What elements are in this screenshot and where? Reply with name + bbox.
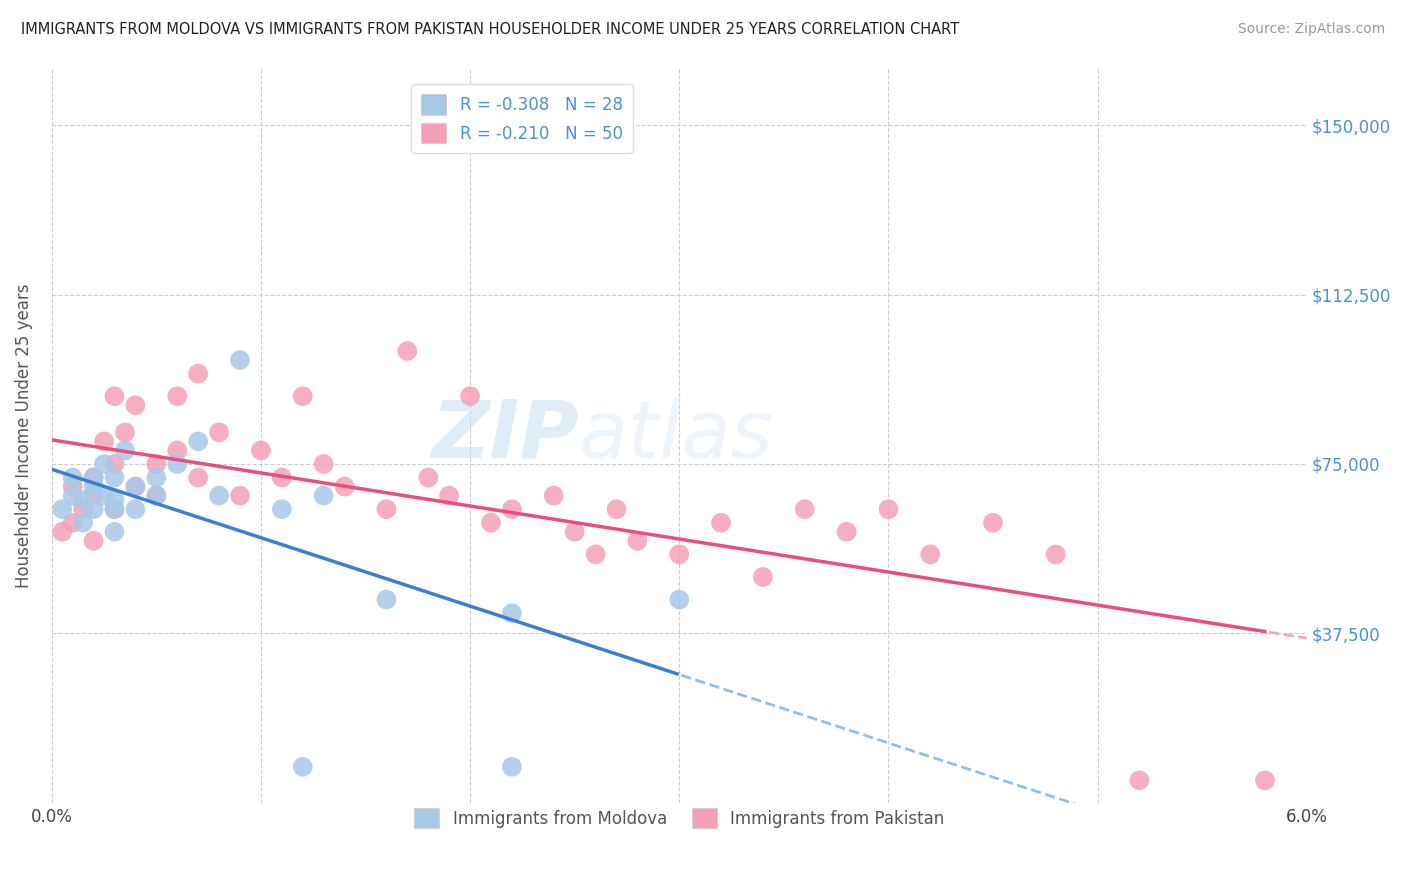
Point	[585, 548, 607, 562]
Point	[396, 343, 419, 358]
Point	[166, 443, 188, 458]
Point	[333, 479, 356, 493]
Point	[208, 489, 231, 503]
Point	[1045, 548, 1067, 562]
Point	[83, 489, 105, 503]
Point	[114, 425, 136, 440]
Point	[72, 516, 94, 530]
Point	[668, 592, 690, 607]
Point	[103, 524, 125, 539]
Point	[501, 606, 523, 620]
Point	[668, 548, 690, 562]
Point	[83, 470, 105, 484]
Point	[375, 592, 398, 607]
Point	[250, 443, 273, 458]
Point	[291, 760, 314, 774]
Point	[124, 479, 146, 493]
Point	[375, 502, 398, 516]
Text: ZIP: ZIP	[432, 397, 579, 475]
Point	[418, 470, 440, 484]
Point	[72, 502, 94, 516]
Point	[501, 760, 523, 774]
Point	[166, 389, 188, 403]
Point	[229, 353, 252, 368]
Point	[187, 367, 209, 381]
Point	[145, 457, 167, 471]
Point	[291, 389, 314, 403]
Point	[270, 502, 292, 516]
Point	[187, 470, 209, 484]
Point	[51, 502, 73, 516]
Point	[501, 502, 523, 516]
Point	[1128, 773, 1150, 788]
Point	[437, 489, 460, 503]
Point	[626, 533, 648, 548]
Point	[312, 457, 335, 471]
Point	[83, 470, 105, 484]
Point	[103, 502, 125, 516]
Point	[920, 548, 942, 562]
Point	[145, 489, 167, 503]
Point	[62, 489, 84, 503]
Point	[605, 502, 627, 516]
Point	[543, 489, 565, 503]
Point	[981, 516, 1004, 530]
Point	[877, 502, 900, 516]
Point	[564, 524, 586, 539]
Point	[458, 389, 481, 403]
Point	[124, 479, 146, 493]
Text: IMMIGRANTS FROM MOLDOVA VS IMMIGRANTS FROM PAKISTAN HOUSEHOLDER INCOME UNDER 25 : IMMIGRANTS FROM MOLDOVA VS IMMIGRANTS FR…	[21, 22, 959, 37]
Point	[103, 493, 125, 508]
Point	[145, 470, 167, 484]
Point	[479, 516, 502, 530]
Point	[208, 425, 231, 440]
Point	[93, 457, 115, 471]
Point	[103, 457, 125, 471]
Text: Source: ZipAtlas.com: Source: ZipAtlas.com	[1237, 22, 1385, 37]
Text: atlas: atlas	[579, 397, 773, 475]
Point	[62, 470, 84, 484]
Point	[83, 533, 105, 548]
Point	[752, 570, 775, 584]
Point	[312, 489, 335, 503]
Point	[124, 502, 146, 516]
Point	[83, 479, 105, 493]
Point	[793, 502, 815, 516]
Point	[72, 493, 94, 508]
Point	[103, 470, 125, 484]
Point	[124, 398, 146, 412]
Point	[114, 443, 136, 458]
Point	[187, 434, 209, 449]
Point	[145, 489, 167, 503]
Point	[103, 502, 125, 516]
Point	[166, 457, 188, 471]
Point	[62, 516, 84, 530]
Point	[93, 434, 115, 449]
Point	[1254, 773, 1277, 788]
Point	[229, 489, 252, 503]
Y-axis label: Householder Income Under 25 years: Householder Income Under 25 years	[15, 284, 32, 588]
Point	[93, 489, 115, 503]
Point	[83, 502, 105, 516]
Point	[710, 516, 733, 530]
Point	[835, 524, 858, 539]
Point	[62, 479, 84, 493]
Legend: Immigrants from Moldova, Immigrants from Pakistan: Immigrants from Moldova, Immigrants from…	[408, 801, 950, 835]
Point	[51, 524, 73, 539]
Point	[270, 470, 292, 484]
Point	[103, 389, 125, 403]
